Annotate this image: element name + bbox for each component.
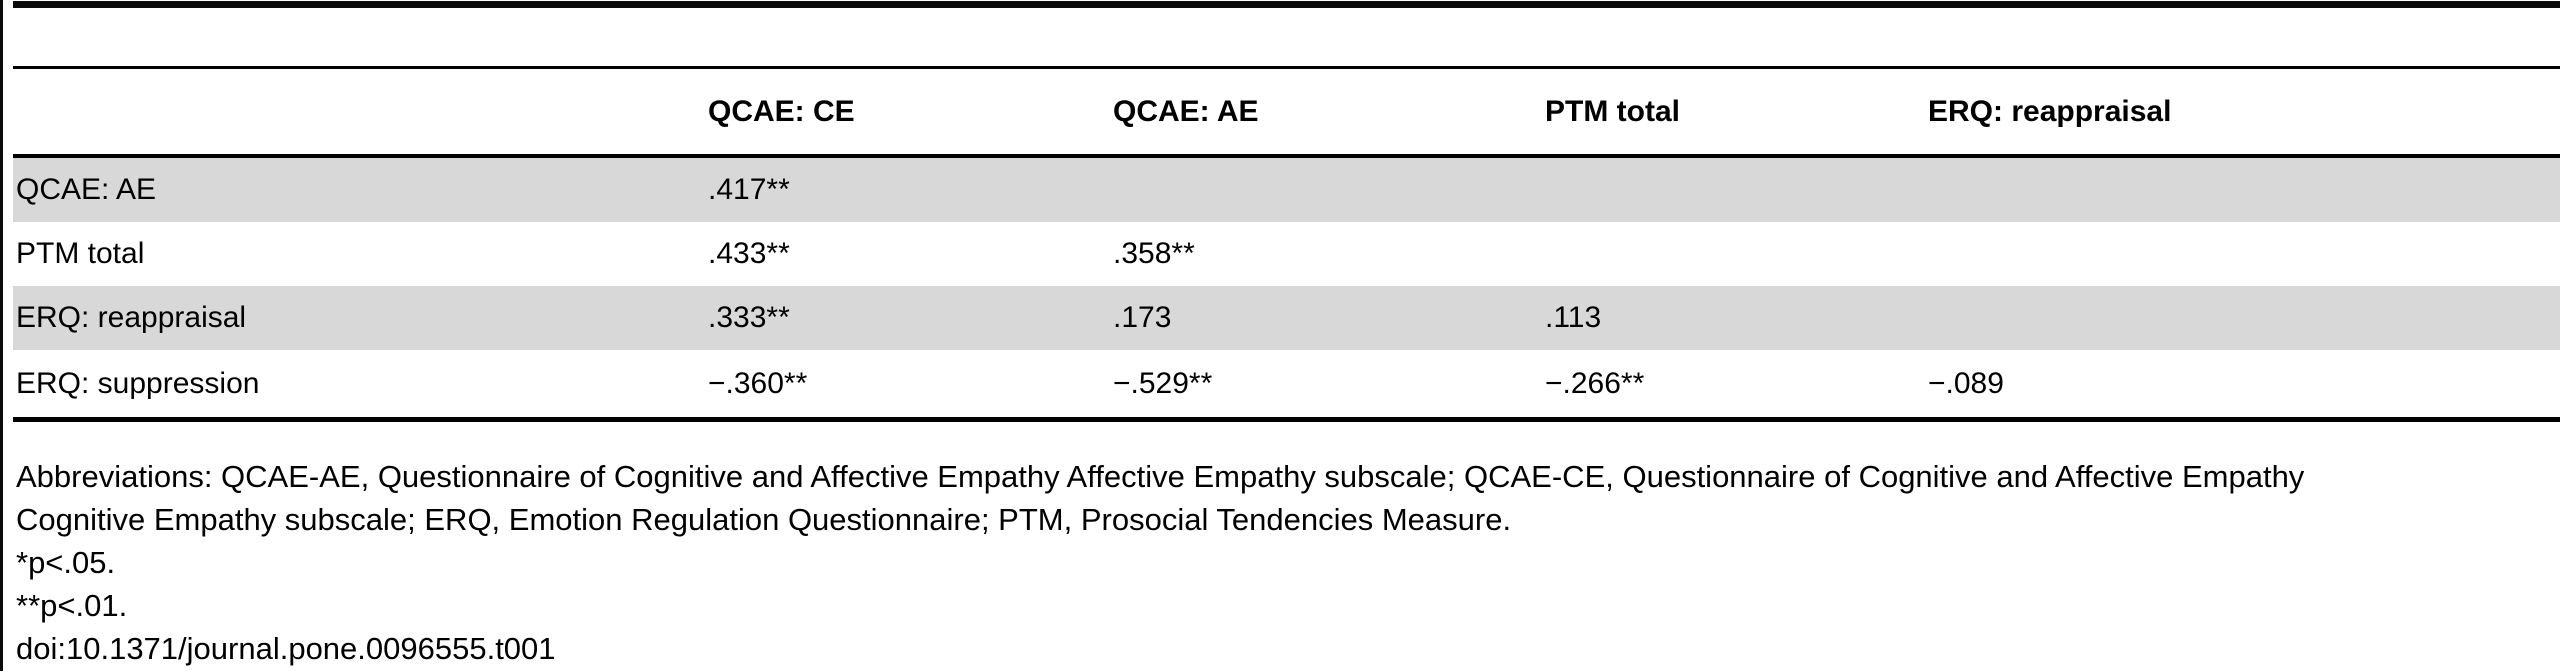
value-cell: .358**	[1113, 237, 1195, 270]
doi-line: doi:10.1371/journal.pone.0096555.t001	[16, 631, 556, 666]
header-cell-qcae-ce: QCAE: CE	[708, 94, 855, 128]
row-label: QCAE: AE	[16, 173, 157, 206]
table-row-erq-reappraisal: ERQ: reappraisal .333** .173 .113	[13, 286, 2560, 350]
value-cell	[1110, 158, 1542, 222]
value-cell	[1542, 222, 1925, 286]
value-cell: −.360**	[708, 366, 808, 400]
value-cell	[1542, 158, 1925, 222]
abbreviations-line-2: Cognitive Empathy subscale; ERQ, Emotion…	[16, 502, 1512, 537]
row-label: PTM total	[16, 237, 145, 270]
value-cell: −.089	[1928, 366, 2004, 400]
left-edge-rule	[0, 0, 3, 671]
value-cell: .433**	[708, 237, 790, 270]
header-cell-empty	[13, 69, 705, 154]
value-cell: .113	[1545, 301, 1602, 334]
value-cell: −.266**	[1545, 366, 1645, 400]
header-cell-ptm-total: PTM total	[1545, 94, 1680, 128]
value-cell	[1925, 158, 2560, 222]
value-cell: −.529**	[1113, 366, 1213, 400]
abbreviations-line-1: Abbreviations: QCAE-AE, Questionnaire of…	[16, 459, 2305, 494]
row-label: ERQ: reappraisal	[16, 301, 247, 334]
value-cell: .417**	[708, 173, 790, 206]
value-cell	[1925, 222, 2560, 286]
value-cell: .333**	[708, 301, 790, 334]
table-header-row: QCAE: CE QCAE: AE PTM total ERQ: reappra…	[13, 66, 2560, 158]
table-footnotes: Abbreviations: QCAE-AE, Questionnaire of…	[16, 455, 2560, 670]
table-row-erq-suppression: ERQ: suppression −.360** −.529** −.266**…	[13, 350, 2560, 422]
header-cell-erq-reappraisal: ERQ: reappraisal	[1928, 94, 2172, 128]
table-row-qcae-ae: QCAE: AE .417**	[13, 158, 2560, 222]
table-row-ptm-total: PTM total .433** .358**	[13, 222, 2560, 286]
top-divider-rule	[13, 1, 2560, 8]
row-label: ERQ: suppression	[16, 366, 260, 400]
significance-note-01: **p<.01.	[16, 588, 128, 623]
value-cell: .173	[1113, 301, 1172, 334]
value-cell	[1925, 286, 2560, 350]
significance-note-05: *p<.05.	[16, 545, 116, 580]
header-cell-qcae-ae: QCAE: AE	[1113, 94, 1259, 128]
correlation-table: QCAE: CE QCAE: AE PTM total ERQ: reappra…	[13, 66, 2560, 422]
